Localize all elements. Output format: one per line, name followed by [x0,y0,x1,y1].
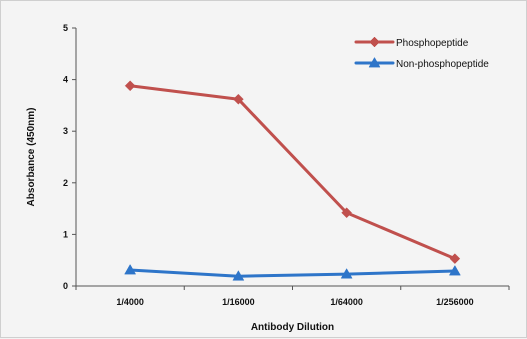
legend-swatch-marker [368,56,381,68]
y-tick-label: 4 [63,75,68,85]
y-axis-title: Absorbance (450nm) [26,108,37,207]
chart-series [124,80,461,281]
data-point [341,207,352,219]
x-axis-ticks: 1/4000 1/16000 1/64000 1/256000 [75,286,510,307]
y-tick-label: 5 [63,23,68,33]
legend-item: Phosphopeptide [354,36,469,49]
y-tick-label: 3 [63,126,68,136]
data-point [340,268,353,279]
legend-label: Phosphopeptide [396,38,469,49]
x-tick-label: 1/256000 [436,297,474,307]
x-axis-title: Antibody Dilution [251,322,334,333]
x-tick-label: 1/4000 [116,297,144,307]
data-point [449,253,461,265]
y-tick-label: 0 [63,281,68,291]
x-tick-label: 1/16000 [222,297,255,307]
y-axis-ticks: 0 1 2 3 4 5 [63,23,76,291]
series-line [128,268,457,278]
legend-label: Non-phosphopeptide [396,59,489,70]
series-non-phosphopeptide [124,264,461,281]
chart-legend: Phosphopeptide Non-phosphopeptide [354,36,489,70]
x-tick-label: 1/64000 [330,297,363,307]
data-point [448,265,461,276]
y-tick-label: 1 [63,229,68,239]
data-point [232,270,245,281]
data-point [124,80,136,92]
data-point [124,264,137,275]
legend-swatch-marker [369,36,380,48]
legend-item: Non-phosphopeptide [354,56,489,70]
y-tick-label: 2 [63,178,68,188]
series-phosphopeptide [124,80,461,265]
series-line [128,84,457,261]
data-point [233,93,244,105]
